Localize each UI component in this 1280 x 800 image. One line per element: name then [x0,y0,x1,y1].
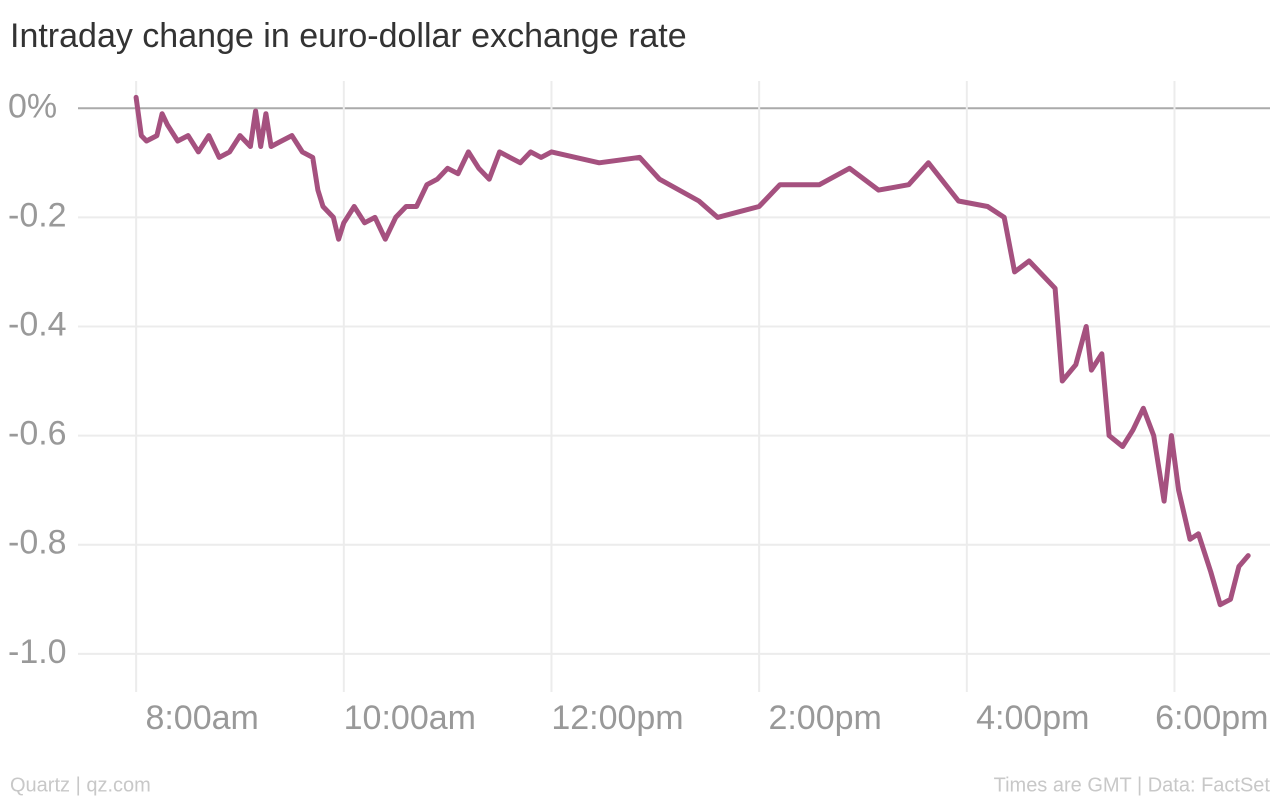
chart-title: Intraday change in euro-dollar exchange … [10,17,687,55]
x-tick-label: 6:00pm [1155,699,1268,737]
y-tick-label: -1.0 [8,633,67,671]
x-tick-label: 10:00am [344,699,476,737]
data-line [133,94,1251,608]
y-tick-label: -0.2 [8,196,67,234]
y-tick-label: 0% [8,87,57,125]
note: Times are GMT | Data: FactSet [994,774,1271,796]
y-tick-label: -0.4 [8,305,67,343]
y-tick-label: -0.8 [8,524,67,562]
source: Quartz | qz.com [10,774,151,796]
x-tick-label: 4:00pm [976,699,1089,737]
y-tick-label: -0.6 [8,415,67,453]
x-tick-label: 2:00pm [768,699,881,737]
x-tick-label: 8:00am [145,699,258,737]
x-tick-label: 12:00pm [551,699,683,737]
